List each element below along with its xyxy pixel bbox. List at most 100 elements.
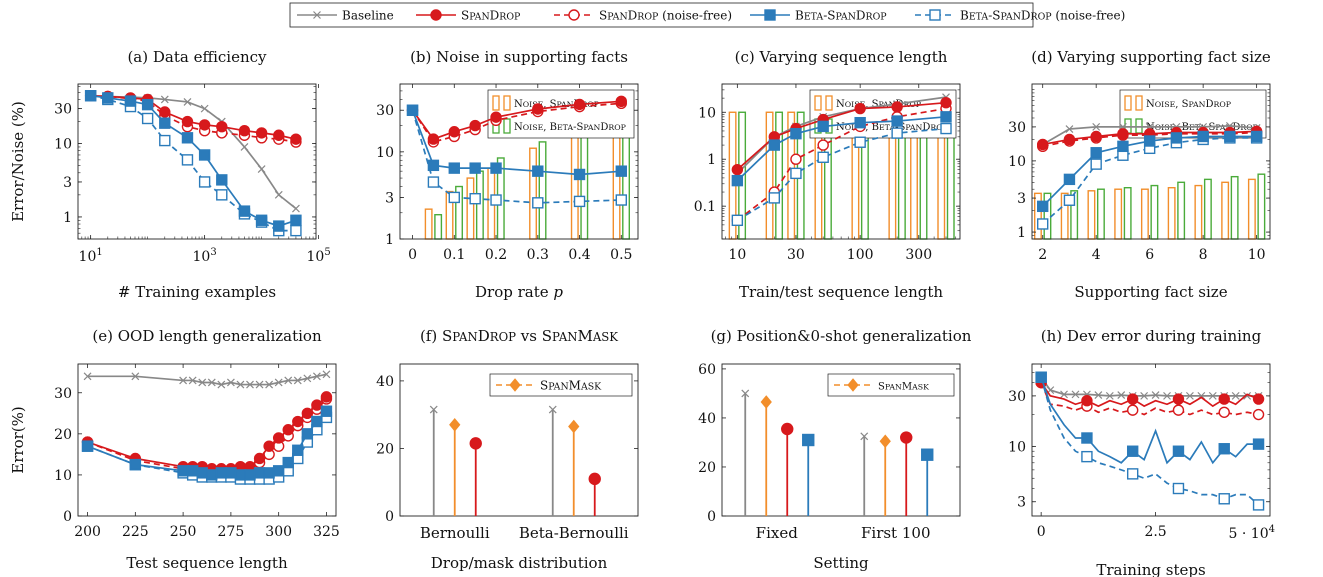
data-point-sd — [311, 399, 323, 411]
y-tick-label: 1 — [707, 152, 716, 168]
data-point-bsd — [1063, 173, 1076, 186]
data-point-sd — [181, 115, 194, 128]
noise-legend-label: NOISE, BETA-SPANDROP — [514, 122, 626, 133]
data-point-sd — [448, 126, 460, 138]
series-line-bsd_nf — [1042, 137, 1257, 225]
data-point-bsd — [1250, 130, 1263, 143]
data-point-bsd — [1117, 140, 1129, 153]
x-tick-label: 200 — [74, 524, 101, 540]
data-point-bsd_nf — [615, 194, 627, 206]
data-point-bsd — [238, 205, 251, 217]
data-point-baseline — [1065, 125, 1074, 133]
x-tick-label: 0.4 — [568, 247, 590, 263]
data-point-bsd_nf — [1218, 493, 1230, 505]
panel-g: (g) Position&0-shot generalization Settin… — [698, 327, 972, 572]
data-point-sd — [1081, 395, 1093, 407]
legend: Baseline SPANDROP SPANDROP (noise-free) BET… — [289, 2, 1125, 28]
x-axis-label: Drop rate p — [475, 283, 563, 301]
data-point-sd — [1126, 393, 1139, 405]
spanmask-legend-label: SPANMASK — [878, 382, 929, 393]
spanmask-legend: SPANMASK — [489, 373, 633, 397]
noise-bar-beta-spandrop — [775, 111, 784, 240]
data-point-sd — [290, 133, 302, 145]
noise-bar-spandrop — [424, 208, 433, 240]
data-point-bsd — [406, 104, 419, 116]
noise-bar-beta-spandrop — [1096, 188, 1105, 240]
data-point-baseline — [1151, 391, 1160, 400]
data-point-bsd_nf — [817, 151, 829, 163]
x-axis-label: Supporting fact size — [1074, 283, 1227, 301]
noise-bar-spandrop — [1247, 178, 1256, 240]
series-line-bsd_nf — [411, 110, 622, 204]
data-point-bsd_nf — [469, 192, 481, 205]
data-point-baseline — [240, 143, 249, 151]
data-point-bsd — [81, 440, 94, 452]
data-point-bsd_nf — [181, 154, 194, 166]
data-point-sd_nf — [1126, 404, 1139, 416]
legend-label-sd: SPANDROP — [461, 9, 520, 23]
series-group — [406, 95, 627, 209]
data-point-bsd_nf — [1090, 158, 1102, 170]
noise-bar-spandrop — [1194, 184, 1203, 240]
data-point-baseline — [1208, 391, 1217, 400]
data-point-bsd — [141, 98, 154, 111]
data-point-bsd — [1252, 438, 1265, 450]
data-point-bsd — [124, 95, 137, 107]
x-tick-label: 100 — [847, 247, 874, 263]
data-point-sd — [469, 119, 481, 132]
x-tick-label: 2 — [1038, 247, 1047, 263]
noise-bar-beta-spandrop — [434, 214, 443, 240]
data-point-bsd — [273, 220, 285, 232]
data-point-bsd — [469, 162, 481, 174]
x-axis-label: Test sequence length — [126, 554, 288, 572]
noise-bar-spandrop — [529, 147, 537, 240]
legend-label-bsd_nf: BETA-SPANDROP (noise-free) — [960, 9, 1125, 23]
data-point-bsd_nf — [1063, 194, 1076, 206]
noise-bar-spandrop — [1114, 188, 1123, 240]
legend-marker-baseline — [313, 11, 321, 19]
x-tick-label: 300 — [265, 524, 292, 540]
data-point-bsd_nf — [731, 214, 744, 227]
data-point-baseline — [246, 380, 254, 389]
noise-legend-swatch — [1135, 95, 1143, 111]
data-point-baseline — [274, 378, 283, 387]
y-tick-label: 10 — [54, 468, 72, 484]
data-point-sd — [1218, 393, 1230, 405]
data-point-bsd — [177, 465, 189, 477]
noise-legend-label: NOISE, SPANDROP — [1146, 99, 1231, 110]
data-point-bsd_nf — [768, 192, 781, 204]
x-axis-label: Setting — [813, 554, 869, 572]
noise-bar-beta-spandrop — [580, 123, 589, 240]
data-point-bsd — [768, 139, 781, 151]
data-point-baseline — [207, 378, 216, 387]
data-point-baseline — [1243, 391, 1252, 400]
y-tick-label: 40 — [376, 374, 394, 390]
y-tick-label: 0 — [707, 509, 716, 525]
noise-bar-beta-spandrop — [475, 170, 484, 240]
data-point-sd — [615, 95, 627, 107]
data-point-sd_nf — [1218, 406, 1230, 418]
y-tick-label: 30 — [376, 103, 394, 119]
data-point-bsd_nf — [532, 197, 544, 209]
panel-a: (a) Data efficiency # Training examples Er… — [9, 48, 331, 301]
x-tick-label: 275 — [218, 524, 245, 540]
y-tick-label: 0 — [385, 509, 394, 525]
data-point-bsd — [215, 467, 228, 479]
plot-frame — [1031, 363, 1271, 517]
data-point-sd_nf — [1172, 404, 1185, 416]
chart-title: (c) Varying sequence length — [735, 48, 948, 66]
y-tick-label: 3 — [1017, 191, 1026, 207]
x-axis-label: # Training examples — [118, 283, 276, 301]
data-point-bsd — [129, 458, 142, 471]
y-tick-label: 30 — [54, 102, 72, 118]
chart-title: (b) Noise in supporting facts — [410, 48, 628, 66]
series-group — [1036, 121, 1263, 230]
category-label: First 100 — [861, 524, 931, 542]
y-tick-label: 40 — [698, 411, 716, 427]
data-point-bsd — [1170, 132, 1183, 144]
data-point-bsd — [159, 117, 171, 129]
data-point-bsd — [427, 159, 440, 172]
data-point-bsd_nf — [290, 224, 302, 237]
